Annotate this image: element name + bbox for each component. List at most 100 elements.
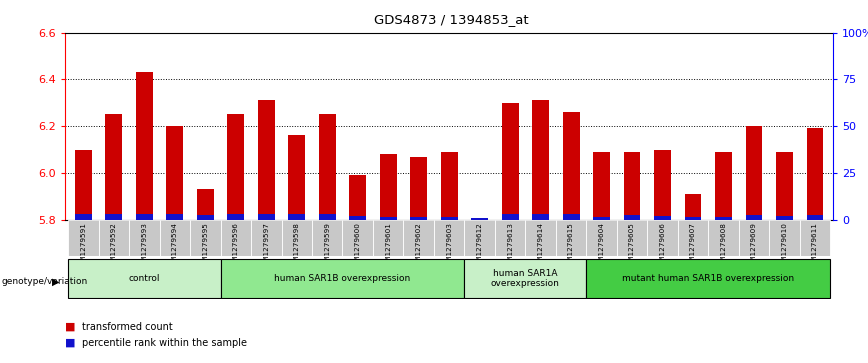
- Bar: [167, 215, 183, 220]
- Text: ▶: ▶: [51, 276, 59, 286]
- Bar: [227, 114, 244, 220]
- Text: GSM1279609: GSM1279609: [751, 223, 757, 272]
- Text: GDS4873 / 1394853_at: GDS4873 / 1394853_at: [374, 13, 529, 26]
- Text: GSM1279610: GSM1279610: [781, 223, 787, 272]
- Bar: [220, 259, 464, 298]
- Bar: [190, 220, 220, 256]
- Bar: [343, 220, 373, 256]
- Bar: [532, 215, 549, 220]
- Bar: [654, 150, 671, 220]
- Bar: [380, 154, 397, 220]
- Bar: [441, 152, 457, 220]
- Text: control: control: [128, 274, 160, 283]
- Bar: [587, 220, 617, 256]
- Bar: [525, 220, 556, 256]
- Bar: [373, 220, 404, 256]
- Text: GSM1279596: GSM1279596: [233, 223, 239, 272]
- Text: transformed count: transformed count: [82, 322, 174, 332]
- Bar: [806, 215, 824, 220]
- Bar: [220, 220, 251, 256]
- Bar: [617, 220, 648, 256]
- Text: GSM1279604: GSM1279604: [599, 223, 605, 272]
- Bar: [227, 215, 244, 220]
- Bar: [197, 189, 214, 220]
- Bar: [349, 175, 366, 220]
- Bar: [106, 114, 122, 220]
- Text: GSM1279603: GSM1279603: [446, 223, 452, 272]
- Text: GSM1279614: GSM1279614: [537, 223, 543, 272]
- Bar: [319, 114, 336, 220]
- Text: genotype/variation: genotype/variation: [2, 277, 88, 286]
- Text: GSM1279599: GSM1279599: [325, 223, 330, 272]
- Bar: [654, 216, 671, 220]
- Bar: [258, 101, 274, 220]
- Text: GSM1279607: GSM1279607: [690, 223, 696, 272]
- Text: ■: ■: [65, 338, 76, 348]
- Text: GSM1279608: GSM1279608: [720, 223, 727, 272]
- Bar: [593, 217, 610, 220]
- Bar: [312, 220, 343, 256]
- Bar: [685, 217, 701, 220]
- Text: GSM1279592: GSM1279592: [111, 223, 117, 272]
- Bar: [685, 194, 701, 220]
- Bar: [69, 259, 220, 298]
- Bar: [746, 126, 762, 220]
- Bar: [129, 220, 160, 256]
- Text: GSM1279597: GSM1279597: [263, 223, 269, 272]
- Bar: [441, 217, 457, 220]
- Bar: [502, 215, 518, 220]
- Bar: [799, 220, 830, 256]
- Text: GSM1279591: GSM1279591: [81, 223, 87, 272]
- Bar: [464, 259, 587, 298]
- Bar: [319, 215, 336, 220]
- Bar: [708, 220, 739, 256]
- Bar: [502, 103, 518, 220]
- Bar: [167, 126, 183, 220]
- Bar: [464, 220, 495, 256]
- Bar: [106, 215, 122, 220]
- Bar: [349, 216, 366, 220]
- Bar: [136, 72, 153, 220]
- Text: GSM1279593: GSM1279593: [141, 223, 148, 272]
- Bar: [197, 215, 214, 220]
- Bar: [75, 215, 92, 220]
- Bar: [715, 217, 732, 220]
- Bar: [288, 215, 306, 220]
- Text: mutant human SAR1B overexpression: mutant human SAR1B overexpression: [622, 274, 794, 283]
- Bar: [593, 152, 610, 220]
- Bar: [281, 220, 312, 256]
- Bar: [411, 217, 427, 220]
- Bar: [562, 215, 580, 220]
- Bar: [776, 152, 792, 220]
- Bar: [99, 220, 129, 256]
- Bar: [136, 215, 153, 220]
- Bar: [471, 218, 488, 220]
- Bar: [160, 220, 190, 256]
- Bar: [678, 220, 708, 256]
- Bar: [624, 215, 641, 220]
- Bar: [776, 216, 792, 220]
- Bar: [411, 156, 427, 220]
- Text: GSM1279606: GSM1279606: [660, 223, 666, 272]
- Bar: [404, 220, 434, 256]
- Text: GSM1279612: GSM1279612: [477, 223, 483, 272]
- Bar: [532, 101, 549, 220]
- Bar: [746, 215, 762, 220]
- Text: GSM1279600: GSM1279600: [355, 223, 361, 272]
- Bar: [556, 220, 587, 256]
- Text: GSM1279615: GSM1279615: [569, 223, 574, 272]
- Bar: [769, 220, 799, 256]
- Text: ■: ■: [65, 322, 76, 332]
- Text: GSM1279601: GSM1279601: [385, 223, 391, 272]
- Text: percentile rank within the sample: percentile rank within the sample: [82, 338, 247, 348]
- Bar: [258, 215, 274, 220]
- Bar: [75, 150, 92, 220]
- Bar: [69, 220, 99, 256]
- Bar: [434, 220, 464, 256]
- Text: GSM1279602: GSM1279602: [416, 223, 422, 272]
- Bar: [587, 259, 830, 298]
- Text: GSM1279598: GSM1279598: [293, 223, 299, 272]
- Bar: [562, 112, 580, 220]
- Text: human SAR1A
overexpression: human SAR1A overexpression: [491, 269, 560, 288]
- Bar: [715, 152, 732, 220]
